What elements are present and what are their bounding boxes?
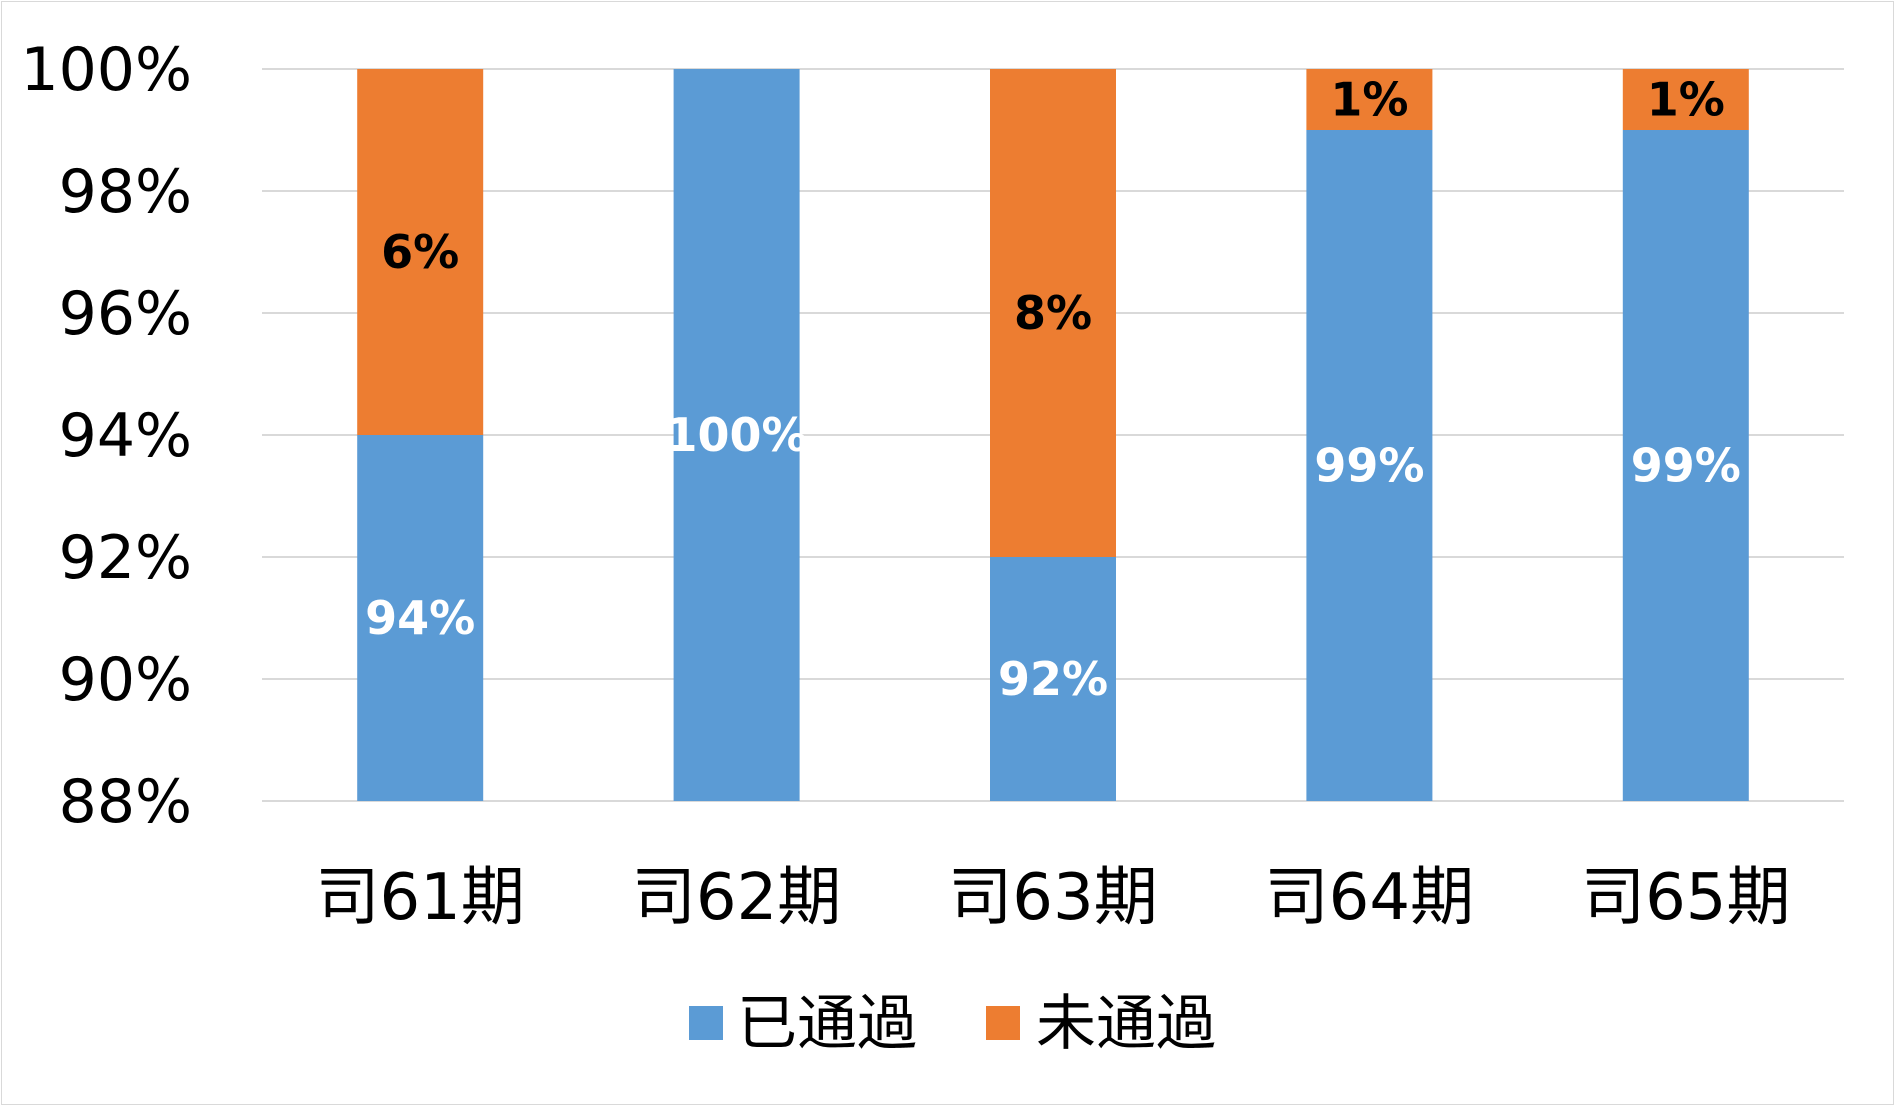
x-category-label: 司62期 — [632, 861, 841, 935]
data-label-passed: 92% — [998, 652, 1108, 706]
data-label-passed: 99% — [1631, 439, 1741, 493]
x-axis-categories: 司61期 司62期 司63期 司64期 司65期 — [315, 861, 1790, 935]
legend-swatch — [689, 1006, 723, 1040]
y-tick-label: 100% — [20, 35, 192, 105]
y-tick-label: 88% — [59, 767, 192, 837]
y-tick-label: 96% — [59, 279, 192, 349]
bar-passed — [990, 557, 1116, 801]
data-label-passed: 99% — [1314, 439, 1424, 493]
bars — [357, 69, 1749, 801]
bar-passed — [1622, 130, 1749, 801]
bar-not-passed — [1622, 69, 1749, 130]
x-category-label: 司63期 — [948, 861, 1157, 935]
y-tick-label: 98% — [59, 157, 192, 227]
x-category-label: 司61期 — [315, 861, 524, 935]
bar-not-passed — [357, 69, 484, 435]
bar-not-passed — [1306, 69, 1433, 130]
legend: 已通過 未通過 — [689, 989, 1216, 1059]
legend-label: 未通過 — [1036, 989, 1216, 1059]
bar-passed — [1306, 130, 1433, 801]
y-tick-label: 92% — [59, 523, 192, 593]
data-label-passed: 94% — [365, 591, 475, 645]
x-category-label: 司65期 — [1581, 861, 1790, 935]
data-label-not-passed: 6% — [381, 225, 459, 279]
y-tick-label: 90% — [59, 645, 192, 715]
y-axis-ticks: 88% 90% 92% 94% 96% 98% 100% — [20, 35, 192, 837]
bar-passed — [357, 435, 484, 801]
x-category-label: 司64期 — [1265, 861, 1474, 935]
data-label-not-passed: 1% — [1647, 73, 1725, 127]
y-tick-label: 94% — [59, 401, 192, 471]
data-label-not-passed: 8% — [1014, 286, 1092, 340]
legend-swatch — [986, 1006, 1020, 1040]
data-label-passed: 100% — [666, 408, 808, 462]
bar-passed — [673, 69, 800, 801]
bar-not-passed — [990, 69, 1116, 557]
legend-label: 已通過 — [737, 989, 917, 1059]
data-label-not-passed: 1% — [1330, 73, 1408, 127]
data-labels: 94% 6% 100% 92% 8% 99% 1% 99% 1% — [365, 73, 1741, 707]
